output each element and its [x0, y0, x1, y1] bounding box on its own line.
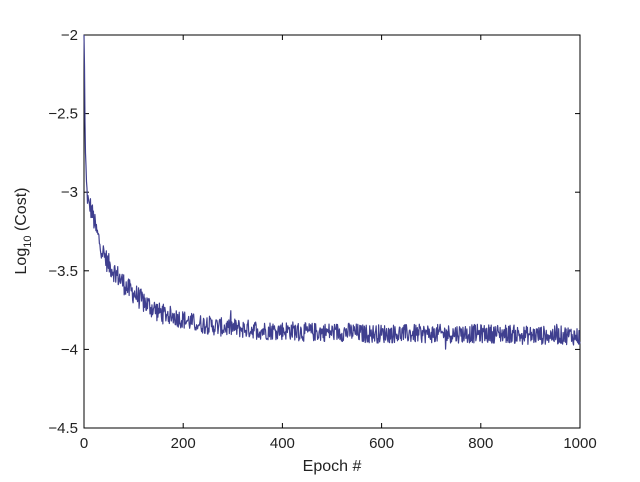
y-tick-labels: −2 −2.5 −3 −3.5 −4 −4.5	[48, 27, 78, 437]
y-tick-label: −3	[61, 184, 78, 201]
series-line	[83, 34, 581, 350]
axis-ticks	[83, 34, 581, 429]
x-tick-label: 600	[369, 435, 394, 452]
y-axis-title-prefix: Log	[13, 248, 30, 275]
y-tick-label: −2.5	[48, 106, 78, 123]
x-tick-label: 200	[171, 435, 196, 452]
x-tick-label: 1000	[563, 435, 596, 452]
plot-area	[83, 34, 581, 429]
y-tick-label: −3.5	[48, 263, 78, 280]
y-axis-title: Log10 (Cost)	[13, 188, 34, 275]
x-tick-label: 400	[270, 435, 295, 452]
y-tick-label: −4	[61, 341, 78, 358]
x-tick-labels: 0 200 400 600 800 1000	[80, 435, 597, 452]
x-tick-label: 0	[80, 435, 88, 452]
x-tick-label: 800	[468, 435, 493, 452]
y-tick-label: −4.5	[48, 420, 78, 437]
y-axis-title-suffix: (Cost)	[13, 188, 30, 236]
y-axis-title-subscript: 10	[22, 236, 34, 248]
y-tick-label: −2	[61, 27, 78, 44]
x-axis-title: Epoch #	[303, 458, 362, 475]
